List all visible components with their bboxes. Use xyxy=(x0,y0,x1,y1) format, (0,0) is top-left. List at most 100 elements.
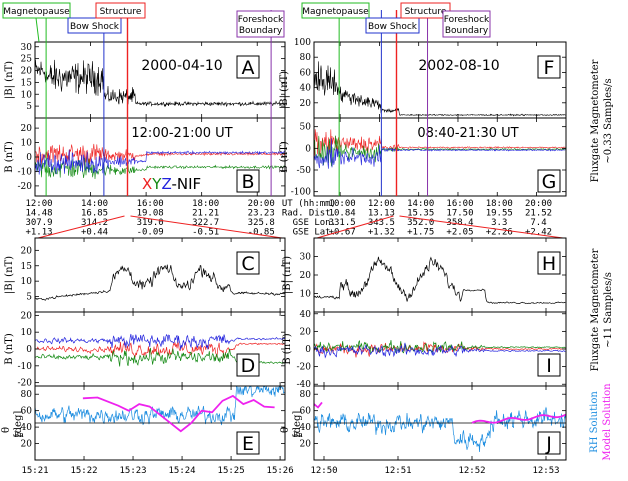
panel-f-letter: F xyxy=(544,57,555,79)
panel-f-trace xyxy=(313,61,567,117)
left-magnetopause-label: Magnetopause xyxy=(3,7,70,17)
panel-h-letter-box xyxy=(537,251,561,275)
panel-i-ylabel: B (nT) xyxy=(282,333,293,365)
left-foreshock-label-line2: Boundary xyxy=(239,26,283,36)
zoom-connector xyxy=(130,215,283,239)
ephemeris-left-value: 12:00 xyxy=(25,199,52,209)
panel-f-letter-box xyxy=(537,55,561,79)
panel-f-ytick-label: 60 xyxy=(300,68,312,78)
panel-j-ytick-label: 60 xyxy=(300,407,312,417)
xyz-part: -NIF xyxy=(171,175,201,193)
panel-f-ytick-label: 80 xyxy=(300,53,312,63)
panel-h-ytick-label: 20 xyxy=(300,271,312,281)
panel-a-ytick-label: 15 xyxy=(21,78,33,88)
ephemeris-right-value: 18:00 xyxy=(486,199,513,209)
panel-a-ytick-label: 20 xyxy=(21,67,33,77)
panel-j-letter-box xyxy=(537,431,561,455)
right-foreshock-label-box xyxy=(442,10,491,38)
panel-g-letter-box xyxy=(537,169,561,193)
panel-d-ytick-label: -10 xyxy=(18,362,33,372)
panel-d-trace xyxy=(34,333,286,350)
panel-g-trace xyxy=(313,129,566,158)
ephemeris-left-value: 23.23 xyxy=(248,209,275,219)
panel-e-model-trace xyxy=(82,394,275,433)
panel-e-xtick-label: 15:24 xyxy=(169,466,196,476)
panel-d-ytick-label: 10 xyxy=(21,328,33,338)
legend-rh-solution: RH Solution xyxy=(589,391,600,453)
panel-c-ytick-label: 10 xyxy=(21,277,33,287)
panel-e-ylabel-theta: θ xyxy=(1,427,12,433)
panel-b-ytick-label: 0 xyxy=(26,153,32,163)
panel-c-ytick-label: 5 xyxy=(26,293,32,303)
ephemeris-right-value: 10:00 xyxy=(329,199,356,209)
xyz-part: X xyxy=(142,175,152,193)
panel-j-model-trace xyxy=(471,413,567,424)
panel-f-date: 2002-08-10 xyxy=(418,58,499,74)
panel-a-letter-box xyxy=(236,55,260,79)
panel-a-ytick-label: 25 xyxy=(21,55,33,65)
ephemeris-header: GSE Lat. xyxy=(293,228,336,238)
panel-f-ytick-label: 40 xyxy=(300,84,312,94)
zoom-connector xyxy=(399,215,564,239)
legend-model-solution: Model Solution xyxy=(602,383,613,461)
panel-g-ytick-label: 50 xyxy=(300,123,312,133)
ephemeris-left-value: -0.85 xyxy=(248,228,275,238)
panel-a-trace xyxy=(34,59,286,108)
ephemeris-header: Rad. Dist. xyxy=(282,209,336,219)
panel-h-ylabel: |B| (nT) xyxy=(282,256,293,294)
zoom-connector xyxy=(37,215,125,239)
ephemeris-right-value: 352.0 xyxy=(407,218,434,228)
panel-i-ytick-label: 20 xyxy=(300,327,312,337)
panel-j-xtick-label: 12:51 xyxy=(384,466,411,476)
panel-j-letter: J xyxy=(545,433,552,455)
panel-j-xtick-label: 12:52 xyxy=(458,466,485,476)
boundary-connector xyxy=(35,17,40,43)
ephemeris-right-value: +1.32 xyxy=(368,228,395,238)
ephemeris-left-value: 14:00 xyxy=(81,199,108,209)
panel-f-frame xyxy=(313,41,567,119)
panel-c-ytick-label: 20 xyxy=(21,246,33,256)
panel-e-ylabel-sub: Bn xyxy=(14,431,24,439)
ephemeris-left-value: 14.48 xyxy=(25,209,52,219)
panel-i-trace xyxy=(313,341,566,358)
panel-f-ylabel: |B| (nT) xyxy=(279,71,290,109)
ephemeris-right-value: 19.55 xyxy=(486,209,513,219)
panel-c-letter: C xyxy=(241,253,254,275)
panel-j-ytick-label: 20 xyxy=(300,440,312,450)
panel-g-letter: G xyxy=(542,171,557,193)
ephemeris-right-value: +2.26 xyxy=(486,228,513,238)
panel-b-ytick-label: 10 xyxy=(21,139,33,149)
left-bowshock-label: Bow Shock xyxy=(70,22,120,32)
panel-b-letter: B xyxy=(241,171,254,193)
ephemeris-left-value: 18:00 xyxy=(192,199,219,209)
panel-j-model-trace xyxy=(313,401,323,409)
fluxgate-fast-line1: Fluxgate Magnetometer xyxy=(590,248,601,371)
panel-c-ytick-label: 15 xyxy=(21,262,33,272)
right-foreshock-label-line2: Boundary xyxy=(445,26,489,36)
fluxgate-slow-line1: Fluxgate Magnetometer xyxy=(590,59,601,182)
panel-h-frame xyxy=(313,237,567,313)
panel-b-trace xyxy=(34,149,285,175)
panel-c-frame xyxy=(34,237,286,313)
ephemeris-right-value: +0.67 xyxy=(329,228,356,238)
panel-e-ylabel-unit: [deg] xyxy=(13,411,24,438)
panel-i-trace xyxy=(313,339,566,354)
ephemeris-right-value: +2.05 xyxy=(446,228,473,238)
panel-c-letter-box xyxy=(236,251,260,275)
panel-g-subtitle: 08:40-21:30 UT xyxy=(417,126,518,141)
panel-f-ytick-label: 20 xyxy=(300,99,312,109)
panel-f-ytick-label: 100 xyxy=(294,38,311,48)
panel-d-ytick-label: -20 xyxy=(18,379,33,389)
panel-e-xtick-label: 15:25 xyxy=(218,466,245,476)
panel-b-ylabel: B (nT) xyxy=(4,141,15,173)
xyz-part: Y xyxy=(151,175,162,193)
xyz-part: Z xyxy=(161,175,171,193)
ephemeris-header: UT (hh:mm) xyxy=(282,199,336,209)
panel-b-letter-box xyxy=(236,169,260,193)
panel-j-ytick-label: 80 xyxy=(300,390,312,400)
ephemeris-left-value: 19.08 xyxy=(137,209,164,219)
panel-e-xtick-label: 15:22 xyxy=(70,466,97,476)
panel-g-ytick-label: -100 xyxy=(291,188,311,198)
panel-d-letter-box xyxy=(236,353,260,377)
